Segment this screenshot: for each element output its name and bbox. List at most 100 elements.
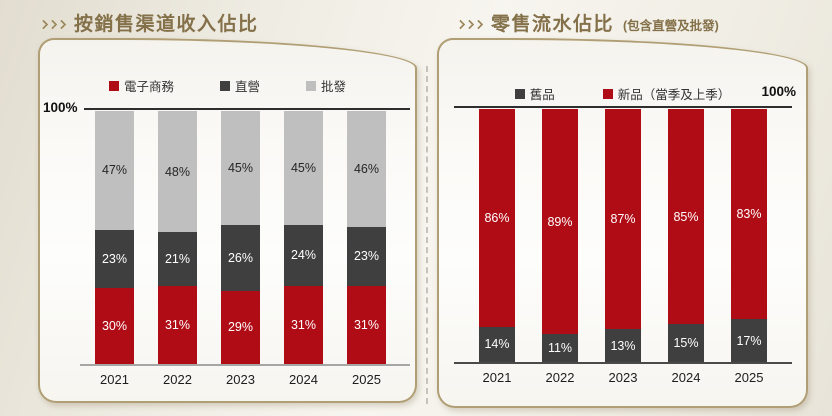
category-label: 2023 [226, 372, 255, 387]
bar-segment: 23% [347, 227, 386, 286]
bar-segment: 31% [284, 285, 323, 364]
bar-value-label: 29% [227, 320, 254, 335]
bar-segment: 30% [95, 288, 134, 364]
stacked-bar: 13% 87% 2023 [605, 109, 641, 385]
chart-legend: 電子商務 直營 批發 [40, 76, 415, 95]
bar-value-label: 46% [353, 162, 380, 177]
bar-segment: 31% [158, 285, 197, 364]
bar-value-label: 83% [736, 207, 762, 221]
legend-item: 直營 [219, 76, 260, 95]
axis-top-line [84, 108, 410, 110]
category-label: 2024 [671, 370, 701, 385]
x-axis-line [454, 362, 792, 364]
bar-value-label: 85% [673, 209, 699, 224]
legend-item: 舊品 [514, 84, 555, 103]
bar-value-label: 17% [736, 333, 762, 348]
legend-label: 電子商務 [123, 80, 174, 94]
bar-segment: 87% [605, 109, 641, 330]
category-label: 2021 [482, 370, 512, 385]
bar-value-label: 21% [164, 252, 191, 267]
vertical-dashed-divider [426, 66, 428, 404]
category-label: 2025 [734, 370, 764, 385]
legend-swatch-icon [514, 88, 525, 99]
axis-max-label: 100% [43, 100, 78, 115]
bar-value-label: 87% [610, 212, 636, 227]
legend-item: 電子商務 [108, 76, 174, 95]
chart-title: 零售流水佔比 [491, 14, 615, 35]
bar-value-label: 30% [101, 319, 128, 334]
bar-segment: 89% [542, 109, 578, 335]
category-label: 2022 [545, 370, 575, 385]
stacked-bar-plot: 14% 86% 2021 11% 89% 2022 13% 87% 2023 15% 85% 2024… [457, 109, 792, 385]
bar-value-label: 47% [101, 163, 128, 178]
legend-swatch-icon [108, 80, 119, 91]
stacked-bar: 15% 85% 2024 [668, 109, 704, 385]
stacked-bar: 14% 86% 2021 [479, 109, 515, 385]
x-axis-line [80, 364, 410, 366]
chart-legend: 舊品 新品（當季及上季） [439, 84, 806, 103]
bar-value-label: 89% [547, 214, 573, 229]
bar-value-label: 15% [673, 336, 699, 351]
stacked-bar: 31% 24% 45% 2024 [284, 111, 323, 387]
stacked-bar-plot: 30% 23% 47% 2021 31% 21% 48% 2022 29% 26% 45% 2023 3… [82, 111, 412, 387]
section-header-retail-sellthrough: 零售流水佔比 (包含直營及批發) [455, 9, 719, 36]
category-label: 2021 [100, 372, 129, 387]
stacked-bar: 17% 83% 2025 [731, 109, 767, 385]
chart-panel-revenue-by-channel: 電子商務 直營 批發 100% 30% 23% 47% 2021 31% 21% 48% 2022… [38, 38, 417, 403]
stacked-bar: 29% 26% 45% 2023 [221, 111, 260, 387]
stacked-bar: 30% 23% 47% 2021 [95, 111, 134, 387]
bar-segment: 23% [95, 229, 134, 289]
chart-panel-retail-sellthrough: 舊品 新品（當季及上季） 100% 14% 86% 2021 11% 89% 2022 13%… [437, 38, 808, 408]
stacked-bar: 31% 23% 46% 2025 [347, 111, 386, 387]
bar-segment: 45% [221, 111, 260, 225]
bar-segment: 45% [284, 111, 323, 225]
bar-segment: 29% [221, 290, 260, 364]
triple-chevron-icon [455, 19, 484, 29]
legend-label: 新品（當季及上季） [617, 88, 731, 102]
legend-swatch-icon [306, 80, 316, 91]
legend-label: 舊品 [529, 88, 555, 102]
chart-title: 按銷售渠道收入佔比 [74, 14, 259, 35]
legend-label: 批發 [321, 80, 347, 94]
chart-subtitle: (包含直營及批發) [623, 19, 719, 33]
triple-chevron-icon [38, 19, 67, 29]
bar-segment: 13% [605, 329, 641, 362]
bar-value-label: 14% [484, 337, 510, 352]
bar-value-label: 23% [353, 249, 380, 264]
bar-value-label: 45% [227, 160, 254, 175]
bar-value-label: 31% [164, 317, 191, 332]
bar-value-label: 31% [290, 317, 317, 332]
bar-segment: 26% [221, 224, 260, 291]
legend-swatch-icon [602, 88, 613, 99]
stacked-bar: 31% 21% 48% 2022 [158, 111, 197, 387]
bar-segment: 11% [542, 334, 578, 362]
bar-value-label: 31% [353, 317, 380, 332]
category-label: 2022 [163, 372, 192, 387]
bar-segment: 46% [347, 111, 386, 228]
stacked-bar: 11% 89% 2022 [542, 109, 578, 385]
category-label: 2023 [608, 370, 638, 385]
bar-value-label: 26% [227, 250, 254, 265]
bar-segment: 15% [668, 324, 704, 362]
bar-value-label: 23% [101, 252, 128, 267]
section-header-revenue-by-channel: 按銷售渠道收入佔比 [38, 9, 268, 36]
bar-value-label: 13% [610, 338, 636, 353]
bar-segment: 31% [347, 285, 386, 364]
category-label: 2025 [352, 372, 381, 387]
legend-swatch-icon [219, 80, 230, 91]
axis-top-line [454, 106, 792, 108]
bar-value-label: 24% [290, 248, 317, 263]
bar-segment: 83% [731, 109, 767, 319]
bar-segment: 21% [158, 232, 197, 286]
bar-value-label: 48% [164, 164, 191, 179]
bar-segment: 24% [284, 224, 323, 286]
bar-value-label: 11% [547, 341, 573, 356]
bar-segment: 17% [731, 319, 767, 362]
bar-segment: 14% [479, 326, 515, 362]
legend-item: 批發 [306, 76, 346, 95]
axis-max-label: 100% [761, 84, 796, 99]
legend-item: 新品（當季及上季） [602, 84, 731, 103]
bar-value-label: 86% [484, 210, 510, 225]
bar-value-label: 45% [290, 160, 317, 175]
